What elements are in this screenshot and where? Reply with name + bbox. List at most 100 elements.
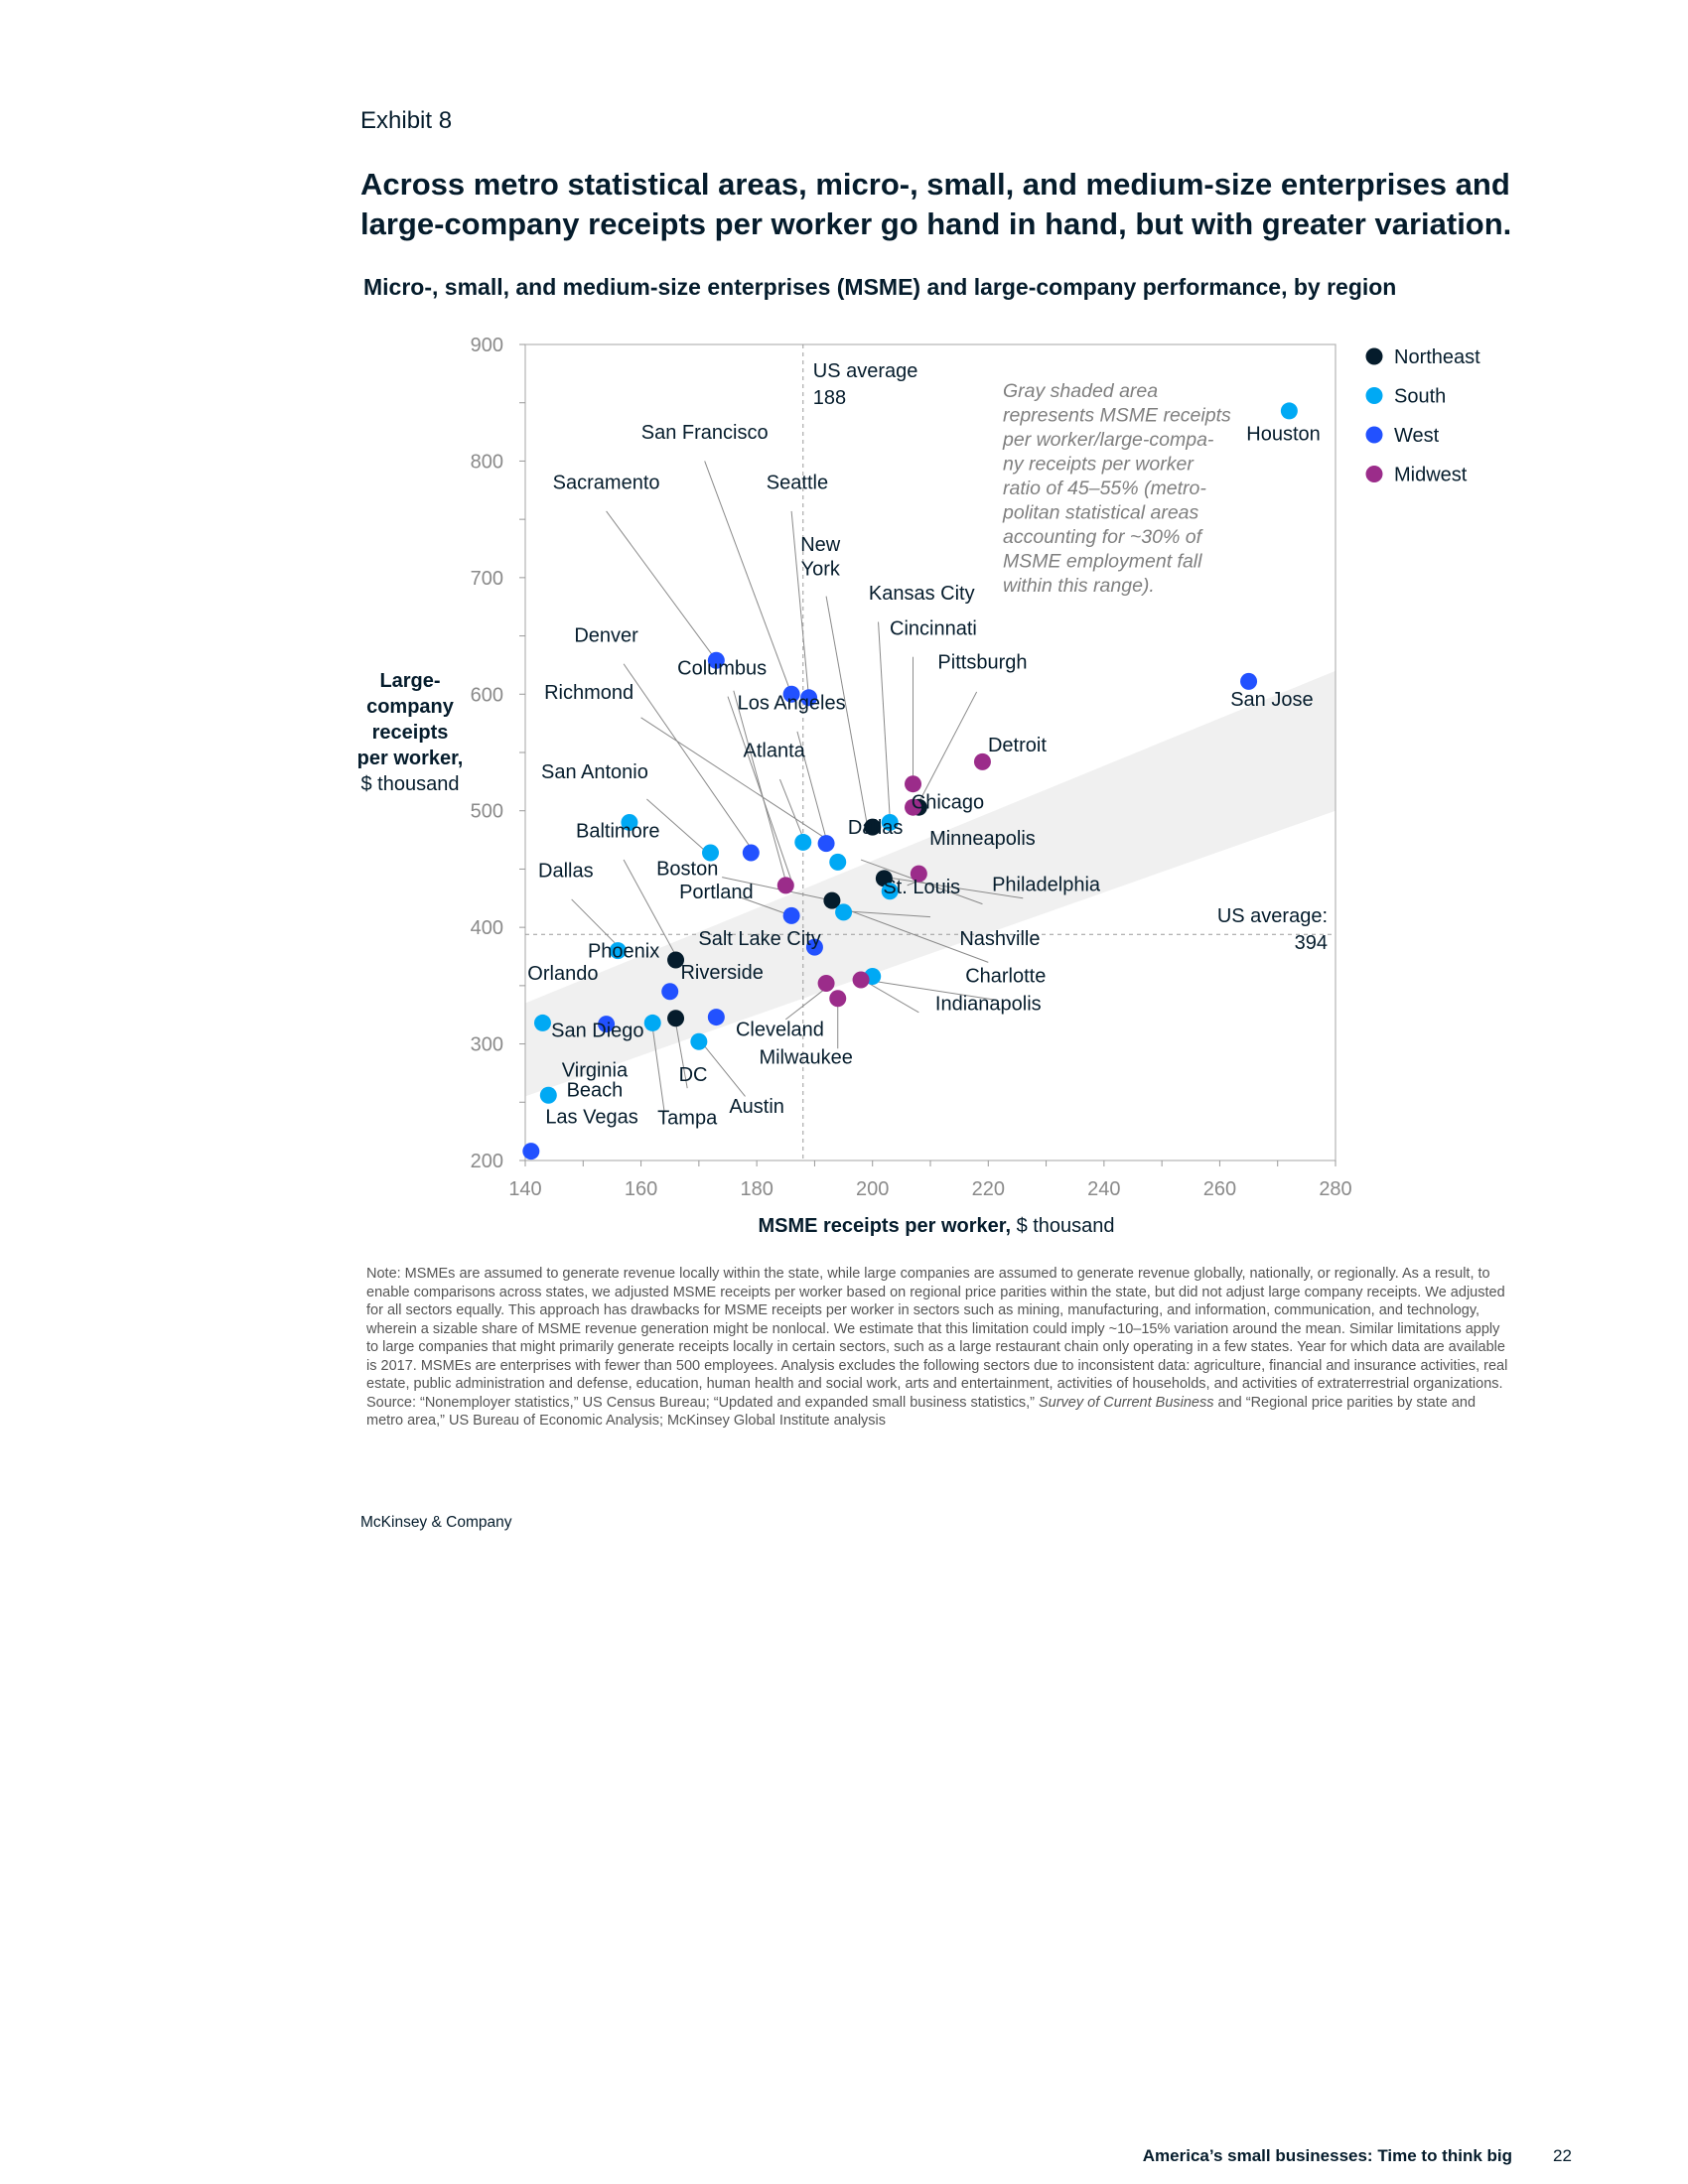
leader-line [733,690,786,882]
legend-label: Northeast [1394,346,1480,368]
us-average-y-label: US average: [1217,905,1328,927]
source-text: Source: “Nonemployer statistics,” US Cen… [366,1394,1508,1431]
leader-line [917,691,978,803]
data-point-northeast [875,870,893,887]
shaded-area-note: accounting for ~30% of [1003,526,1204,548]
city-label: San Jose [1230,689,1313,711]
city-label: York [801,559,841,581]
y-tick-label: 900 [471,335,503,356]
y-axis-unit: $ thousand [361,773,460,795]
y-axis-label: company [366,696,455,718]
y-tick-label: 800 [471,451,503,473]
leader-line [727,696,792,882]
leader-line [866,981,919,1014]
data-point-midwest [817,975,835,993]
leader-line [704,1045,746,1097]
leader-line [796,731,827,840]
x-tick-label: 200 [856,1178,889,1200]
city-label: San Antonio [541,761,648,783]
leader-line [831,903,989,963]
x-axis-label: MSME receipts per worker, $ thousand [758,1215,1114,1237]
city-label: Austin [729,1096,784,1118]
city-label: Chicago [912,791,984,813]
shaded-area-note: per worker/large-compa- [1002,429,1214,451]
data-point-west [661,983,679,1001]
legend-label: West [1394,425,1440,447]
x-tick-label: 220 [972,1178,1005,1200]
city-label: Seattle [767,473,828,494]
data-point-west [782,906,800,924]
city-label: Cleveland [736,1019,824,1040]
data-point-midwest [776,877,794,894]
data-point-south [533,1014,551,1031]
leader-line [778,778,804,838]
headline: Across metro statistical areas, micro-, … [360,167,1512,241]
data-point-northeast [864,818,882,836]
x-axis-unit: $ thousand [1017,1215,1115,1237]
x-tick-label: 160 [625,1178,657,1200]
data-point-midwest [852,971,870,989]
y-tick-label: 200 [471,1151,503,1172]
city-label: Kansas City [869,583,975,605]
source-suffix: and “Regional price parities by state an… [366,1394,1477,1430]
us-average-y-value: 394 [1295,932,1328,954]
city-label: Richmond [544,682,633,704]
data-point-south [881,883,899,900]
page-number: 22 [1553,2146,1572,2165]
data-point-south [881,813,899,831]
legend-label: Midwest [1394,465,1468,486]
data-point-south [1280,402,1298,420]
data-point-west [742,844,760,862]
x-axis-label-bold: MSME receipts per worker, [758,1215,1016,1237]
x-tick-label: 140 [508,1178,541,1200]
us-average-x-value: 188 [813,387,846,409]
leader-line [878,875,1024,899]
city-label: Atlanta [743,741,805,762]
legend-marker [1365,347,1383,365]
city-label: Pittsburgh [937,651,1027,673]
city-label: San Francisco [641,422,769,444]
data-point-south [702,844,720,862]
city-label: Charlotte [965,965,1046,987]
data-point-midwest [905,798,922,816]
city-label: Tampa [657,1108,718,1130]
city-label: Portland [679,882,754,903]
data-point-west [800,689,818,707]
exhibit-label: Exhibit 8 [360,107,453,134]
data-point-northeast [823,891,841,909]
data-point-south [835,903,853,921]
data-point-west [817,835,835,853]
y-axis-label: per worker, [357,748,464,769]
city-label: Philadelphia [992,875,1101,896]
data-point-west [598,1016,616,1033]
legend-marker [1365,426,1383,444]
x-tick-label: 260 [1203,1178,1236,1200]
leader-line [825,596,868,823]
x-tick-label: 180 [740,1178,773,1200]
shaded-area-note: Gray shaded area [1003,380,1158,402]
note-text: Note: MSMEs are assumed to generate reve… [366,1266,1508,1392]
city-label: Sacramento [553,473,660,494]
city-label: Baltimore [576,821,659,843]
city-label: Minneapolis [929,828,1036,850]
data-point-midwest [973,752,991,770]
city-label: Phoenix [588,941,659,963]
data-point-west [707,651,725,669]
leader-line [704,461,792,695]
chart-title: Micro-, small, and medium-size enterpris… [363,274,1397,300]
city-label: Beach [567,1079,624,1101]
footer-title: America’s small businesses: Time to thin… [1142,2146,1512,2165]
data-point-west [707,1009,725,1026]
y-tick-label: 300 [471,1034,503,1056]
y-tick-label: 700 [471,568,503,590]
city-label: Riverside [680,962,763,984]
y-tick-label: 500 [471,801,503,823]
shaded-area-note: ratio of 45–55% (metro- [1003,478,1206,499]
legend-marker [1365,466,1383,482]
data-point-south [690,1032,708,1050]
city-label: Virginia [562,1059,629,1081]
scatter-chart: 200 300 400 500 600 700 800 900 140 160 180 200 220 2… [357,335,1481,1237]
city-label: Dallas [538,861,594,883]
city-label: Las Vegas [545,1106,637,1128]
x-tick-label: 280 [1319,1178,1351,1200]
